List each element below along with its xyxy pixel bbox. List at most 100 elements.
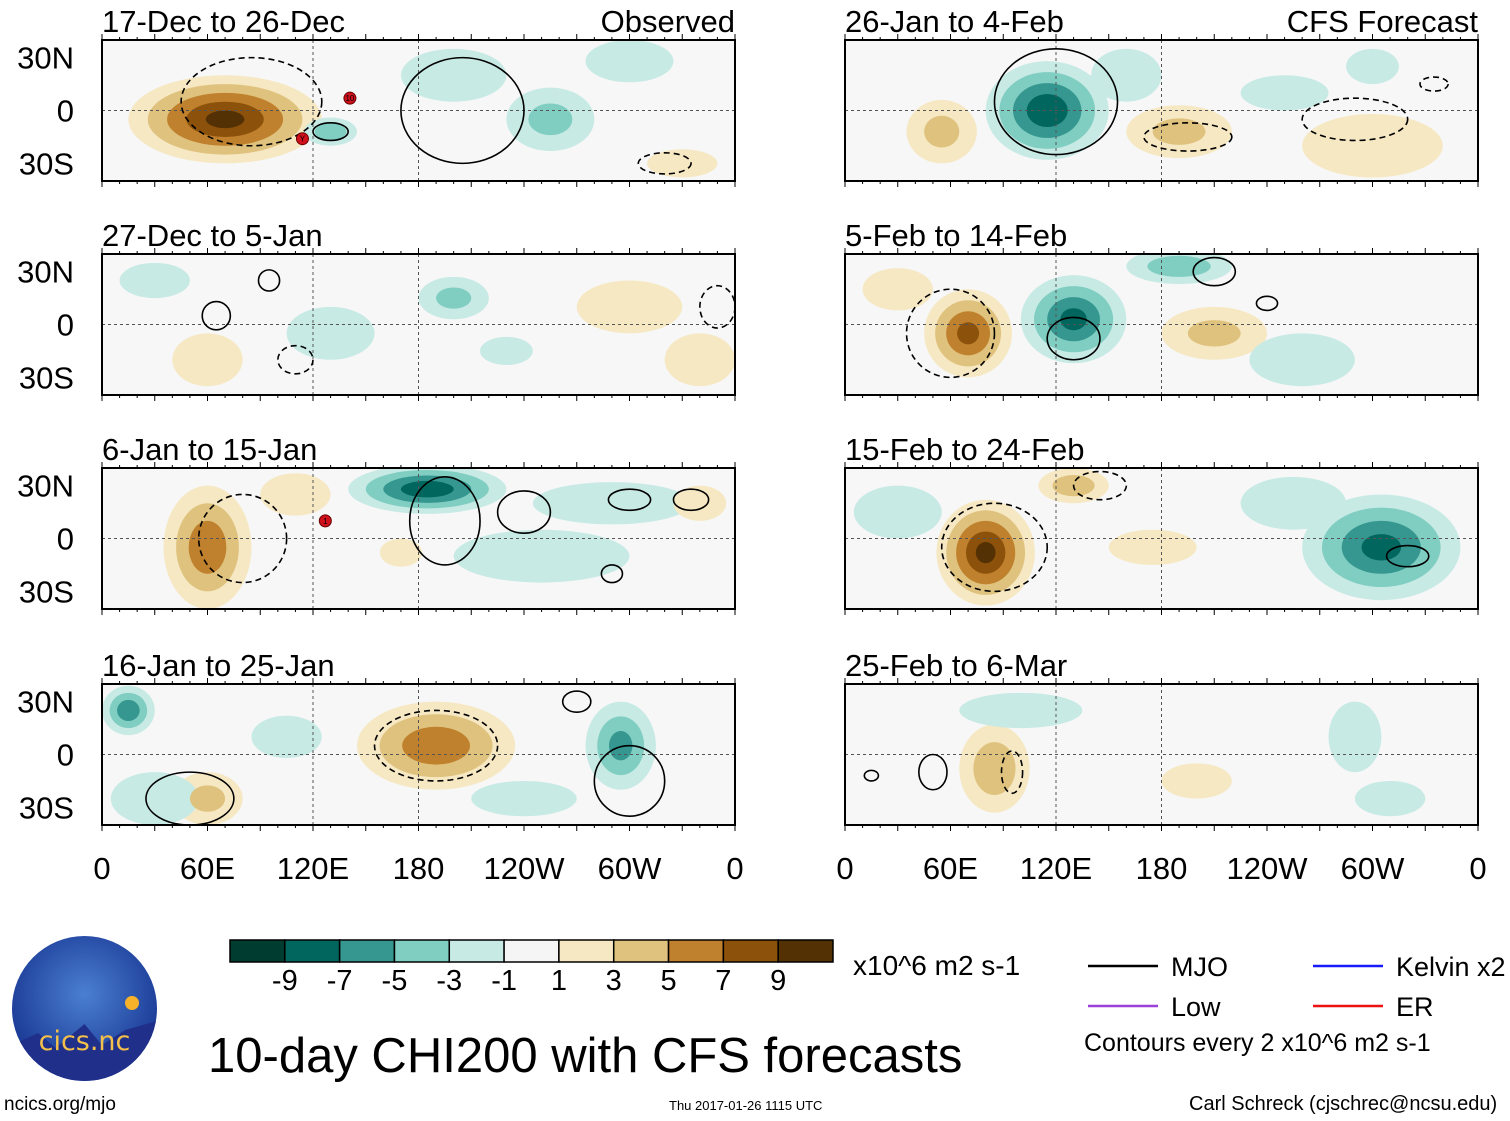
panel-title: 16-Jan to 25-Jan [102,648,335,683]
anomaly-shading [585,40,674,83]
anomaly-shading [673,485,727,521]
mjo-contour-positive [863,769,880,782]
colorbar-tick-label: 9 [770,965,786,997]
contour-note: Contours every 2 x10^6 m2 s-1 [1084,1029,1431,1057]
lon-tick-label: 120W [484,851,566,886]
mjo-contour-positive [312,122,349,142]
map-panel-5 [845,254,1478,395]
anomaly-shading [379,538,423,567]
mjo-contour-positive [1046,316,1101,361]
anomaly-shading [975,542,996,564]
panel-title: 17-Dec to 26-Dec [102,4,345,39]
colorbar-swatch [229,939,286,963]
storm-label: 10 [345,94,354,103]
mjo-contour-negative [637,152,692,175]
anomaly-shading [453,529,630,583]
colorbar-swatch [503,939,560,963]
anomaly-shading [400,480,454,498]
panel-title: 5-Feb to 14-Feb [845,218,1067,253]
anomaly-shading [110,772,199,825]
lon-tick-label: 0 [93,851,110,886]
lon-tick-label: 0 [836,851,853,886]
anomaly-shading [1161,763,1232,799]
anomaly-shading [1302,114,1443,178]
mjo-contour-positive [201,300,232,331]
lon-tick-label: 60E [180,851,235,886]
map-panel-2: 1 [102,468,735,609]
map-panel-1 [102,254,823,395]
lon-tick-label: 180 [1136,851,1188,886]
anomaly-shading [647,149,718,178]
legend-label: MJO [1171,952,1228,982]
colorbar-swatch [338,939,396,963]
site-link[interactable]: ncics.org/mjo [4,1094,116,1115]
anomaly-shading [744,772,832,825]
colorbar-tick-label: -3 [436,965,462,997]
mjo-contour-positive [600,564,624,584]
lon-tick-label: 120E [277,851,349,886]
colorbar-tick-label: 5 [660,965,676,997]
lat-tick-label: 30S [19,360,74,395]
anomaly-shading [251,715,322,759]
colorbar-swatch [393,939,451,963]
anomaly-shading [172,333,243,387]
lon-tick-label: 60W [1341,851,1405,886]
lat-tick-label: 30N [17,685,74,720]
anomaly-shading [576,280,683,334]
anomaly-shading [1108,529,1197,565]
lat-tick-label: 30N [17,41,74,76]
anomaly-shading [314,123,347,141]
anomaly-shading [1091,48,1162,102]
mjo-contour-negative [1143,122,1233,152]
anomaly-shading [753,263,823,298]
map-panel-6 [845,468,1510,609]
mjo-contour-positive [607,488,652,512]
lon-tick-label: 120W [1227,851,1309,886]
lon-tick-label: 0 [726,851,743,886]
lon-tick-label: 0 [1469,851,1486,886]
author: Carl Schreck (cjschrec@ncsu.edu) [1189,1093,1498,1115]
legend-label: ER [1396,992,1434,1022]
colorbar-tick-label: 7 [715,965,731,997]
anomaly-shading [608,731,633,761]
lat-tick-label: 0 [57,738,74,773]
anomaly-shading [400,48,507,102]
mjo-contour-positive [145,771,235,825]
anomaly-shading [1328,701,1382,773]
logo-text: cics.nc [38,1026,131,1057]
colorbar-tick-label: -9 [272,965,298,997]
anomaly-shading [1346,48,1399,85]
lat-tick-label: 0 [57,522,74,557]
anomaly-shading [1026,94,1068,127]
mjo-contour-negative [699,284,735,329]
lat-tick-label: 30N [17,255,74,290]
storm-label: 1 [323,517,328,526]
anomaly-shading [471,780,577,817]
mjo-contour-positive [561,690,592,713]
lat-tick-label: 30S [19,146,74,181]
map-panel-7 [845,684,1478,825]
anomaly-shading [750,700,773,721]
anomaly-shading [1487,486,1510,539]
mjo-contour-positive [1385,544,1430,568]
lon-tick-label: 180 [393,851,445,886]
anomaly-shading [1240,75,1329,111]
anomaly-shading [1354,780,1426,817]
mjo-contour-positive [496,490,552,535]
panel-title: 26-Jan to 4-Feb [845,4,1064,39]
lat-tick-label: 30N [17,469,74,504]
anomaly-shading [1361,534,1402,561]
anomaly-shading [402,726,470,765]
mjo-contour-negative [197,493,288,584]
mjo-contour-negative [373,709,499,782]
colorbar-swatch [777,939,834,963]
colorbar-tick-label: 3 [606,965,622,997]
panel-tag: Observed [601,4,735,39]
logo: cics.nc [12,936,157,1081]
mjo-contour-negative [905,288,996,379]
mjo-contour-negative [180,56,323,147]
mjo-contour-positive [593,744,666,817]
mjo-contour-positive [1255,295,1279,312]
anomaly-shading [0,716,11,775]
lon-tick-label: 60W [598,851,662,886]
